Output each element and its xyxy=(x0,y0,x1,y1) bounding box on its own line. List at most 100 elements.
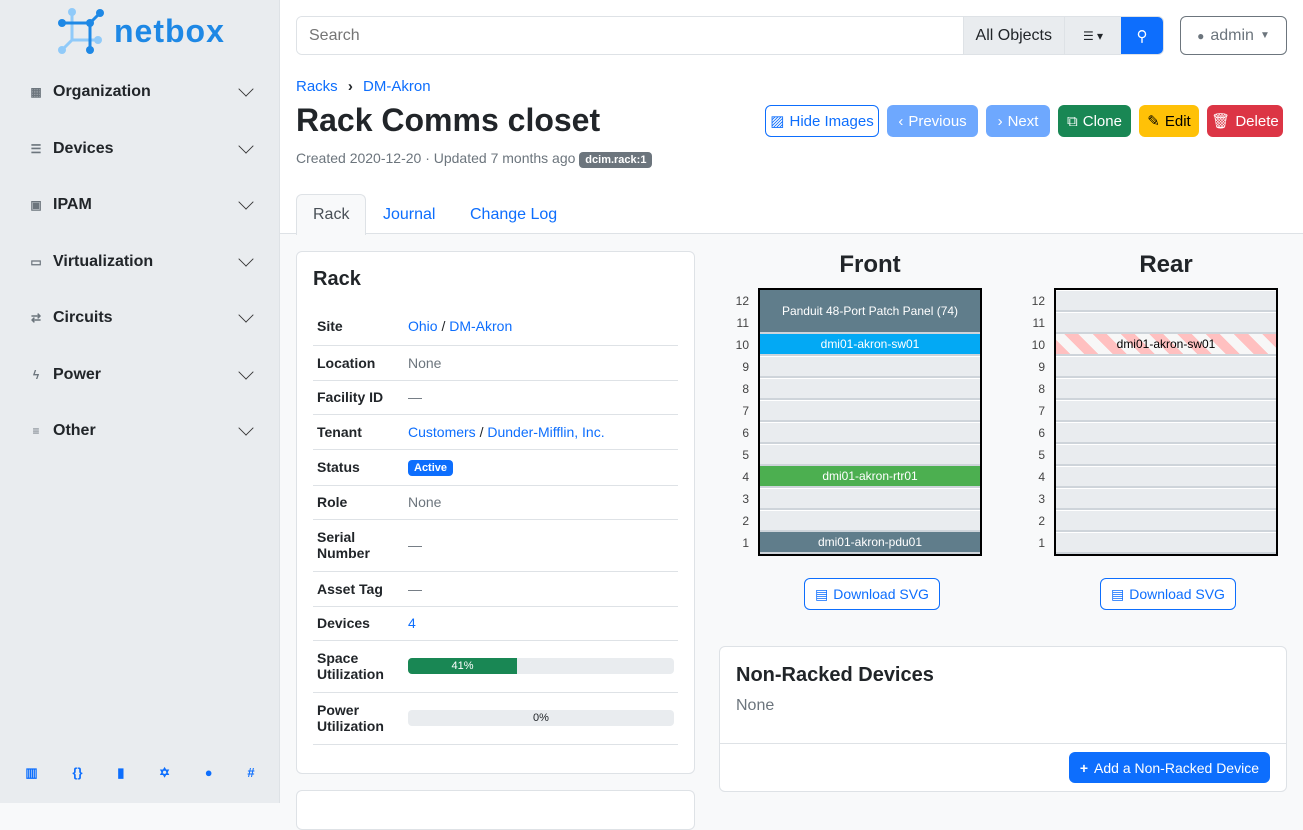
next-card xyxy=(296,790,695,830)
empty-rack-unit xyxy=(1056,444,1276,466)
status-badge: Active xyxy=(408,460,454,476)
empty-text: None xyxy=(736,697,775,714)
attr-label: Location xyxy=(313,345,404,381)
sidebar: netbox ▦ Organization ☰ Devices ▣ IPAM ▭ Vir… xyxy=(0,0,280,803)
nav-circuits[interactable]: ⇄ Circuits xyxy=(28,303,254,333)
card-title: Rack xyxy=(313,268,361,290)
nav-virtualization[interactable]: ▭ Virtualization xyxy=(28,247,254,277)
button-label: Edit xyxy=(1164,112,1191,130)
breadcrumb-site[interactable]: DM-Akron xyxy=(363,78,431,95)
user-menu[interactable]: ● admin ▼ xyxy=(1180,16,1287,55)
unit-number: 8 xyxy=(1038,382,1045,396)
edit-button[interactable]: ✎ Edit xyxy=(1139,105,1199,137)
space-utilization-bar: 41% xyxy=(408,658,674,674)
empty-rack-unit xyxy=(1056,510,1276,532)
search-button[interactable]: ⚲ xyxy=(1121,17,1163,54)
progress-fill: 41% xyxy=(408,658,518,674)
domain-icon: ▦ xyxy=(30,85,42,99)
row-status: Status Active xyxy=(313,449,678,486)
nav-devices[interactable]: ☰ Devices xyxy=(28,134,254,164)
rack-device[interactable]: dmi01-akron-sw01 xyxy=(1056,334,1276,356)
filter-dropdown[interactable]: ☰ ▾ xyxy=(1064,17,1121,54)
file-icon: ▤ xyxy=(1111,585,1125,602)
breadcrumb: Racks › DM-Akron xyxy=(296,78,431,95)
copy-icon: ⧉ xyxy=(1067,112,1078,130)
nav-ipam[interactable]: ▣ IPAM xyxy=(28,190,254,220)
book-icon[interactable]: ▥ xyxy=(25,765,38,780)
github-icon[interactable]: ● xyxy=(204,765,213,780)
button-label: Hide Images xyxy=(789,112,874,130)
tenant-link[interactable]: Dunder-Mifflin, Inc. xyxy=(487,423,605,440)
timestamps: Created 2020-12-20 · Updated 7 months ag… xyxy=(296,150,576,166)
attr-label: Devices xyxy=(313,606,404,641)
unit-number: 8 xyxy=(742,382,749,396)
button-label: Next xyxy=(1007,112,1039,130)
attr-value: — xyxy=(404,380,678,415)
nav-label: Virtualization xyxy=(53,253,154,270)
button-label: Previous xyxy=(908,112,967,130)
rack-device[interactable]: dmi01-akron-sw01 xyxy=(760,334,980,356)
netbox-logo[interactable]: netbox xyxy=(58,8,225,54)
nav-other[interactable]: ≡ Other xyxy=(28,416,254,446)
filter-icon: ☰ ▾ xyxy=(1082,28,1104,43)
breadcrumb-racks[interactable]: Racks xyxy=(296,78,338,95)
attr-label: Facility ID xyxy=(313,380,404,415)
row-space-utilization: Space Utilization 41% xyxy=(313,640,678,693)
api-icon[interactable]: {} xyxy=(72,765,83,780)
rack-device[interactable]: dmi01-akron-pdu01 xyxy=(760,532,980,554)
tab-rack[interactable]: Rack xyxy=(296,194,367,235)
empty-rack-unit xyxy=(1056,466,1276,488)
download-rear-svg-button[interactable]: ▤ Download SVG xyxy=(1100,578,1236,610)
devices-link[interactable]: 4 xyxy=(408,615,416,631)
unit-number: 3 xyxy=(1038,492,1045,506)
hide-images-button[interactable]: ▨ Hide Images xyxy=(765,105,879,137)
row-power-utilization: Power Utilization 0% xyxy=(313,692,678,745)
unit-number: 10 xyxy=(735,338,749,352)
slack-icon[interactable]: # xyxy=(247,765,255,780)
tenant-group-link[interactable]: Customers xyxy=(408,423,476,440)
add-non-racked-device-button[interactable]: + Add a Non-Racked Device xyxy=(1068,752,1270,783)
nav-label: Circuits xyxy=(53,309,113,326)
nav-organization[interactable]: ▦ Organization xyxy=(28,77,254,107)
empty-rack-unit xyxy=(1056,488,1276,510)
docs-icon[interactable]: ▮ xyxy=(117,765,125,780)
netbox-logo-icon xyxy=(58,8,104,54)
attr-label: Serial Number xyxy=(313,519,404,572)
unit-number: 12 xyxy=(1031,294,1045,308)
next-button[interactable]: › Next xyxy=(986,105,1050,137)
unit-number: 9 xyxy=(1038,360,1045,374)
download-front-svg-button[interactable]: ▤ Download SVG xyxy=(804,578,940,610)
trash-icon: 🗑︎ xyxy=(1211,113,1231,130)
rack-device[interactable]: dmi01-akron-rtr01 xyxy=(760,466,980,488)
tab-change-log[interactable]: Change Log xyxy=(470,205,558,223)
site-link[interactable]: DM-Akron xyxy=(449,317,513,334)
card-footer xyxy=(720,743,1286,744)
nav-power[interactable]: ϟ Power xyxy=(28,360,254,390)
row-serial: Serial Number — xyxy=(313,519,678,572)
non-racked-devices-card: Non-Racked Devices None + Add a Non-Racke… xyxy=(719,646,1287,792)
delete-button[interactable]: 🗑︎ Delete xyxy=(1207,105,1283,137)
tab-journal[interactable]: Journal xyxy=(383,205,436,223)
chevron-down-icon xyxy=(238,364,254,380)
graphql-icon[interactable]: ✡ xyxy=(159,765,171,780)
page-meta: Created 2020-12-20 · Updated 7 months ag… xyxy=(296,150,653,168)
object-scope-dropdown[interactable]: All Objects xyxy=(962,17,1064,54)
empty-rack-unit xyxy=(1056,312,1276,334)
empty-rack-unit xyxy=(760,378,980,400)
attr-label: Site xyxy=(313,307,404,346)
nav-label: Power xyxy=(53,366,102,383)
chevron-down-icon xyxy=(238,420,254,436)
chevron-right-icon: › xyxy=(347,78,353,95)
search-input[interactable] xyxy=(297,17,963,54)
empty-rack-unit xyxy=(760,422,980,444)
unit-number: 6 xyxy=(742,426,749,440)
file-icon: ▤ xyxy=(815,585,829,602)
unit-number: 1 xyxy=(742,536,749,550)
clone-button[interactable]: ⧉ Clone xyxy=(1058,105,1131,137)
rack-device[interactable]: Panduit 48-Port Patch Panel (74) xyxy=(760,290,980,334)
button-label: Add a Non-Racked Device xyxy=(1094,759,1259,776)
previous-button[interactable]: ‹ Previous xyxy=(887,105,978,137)
region-link[interactable]: Ohio xyxy=(408,317,438,334)
user-icon: ● xyxy=(1197,28,1205,43)
empty-rack-unit xyxy=(1056,400,1276,422)
